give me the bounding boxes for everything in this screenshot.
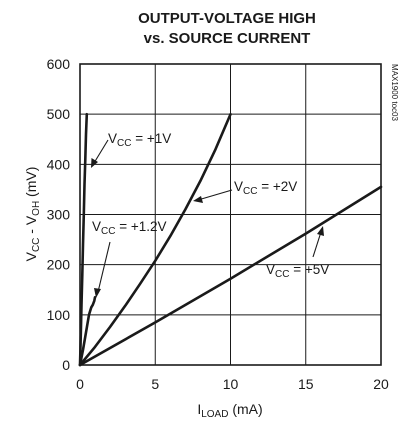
pointer-vcc-5v [312, 231, 322, 258]
y-axis-label: VCC - VOH (mV) [23, 167, 42, 262]
y-tick-label: 100 [47, 307, 71, 323]
y-tick-label: 500 [47, 106, 71, 122]
series-label-vcc-1p2v-v: V [92, 219, 101, 234]
arrowhead-vcc-2v [193, 196, 203, 203]
series-label-vcc-1p2v-value: = +1.2V [115, 219, 166, 234]
series-line-vcc-2v [78, 112, 232, 367]
series-line-vcc-1v [78, 112, 89, 367]
chart-subtitle: vs. SOURCE CURRENT [144, 30, 311, 47]
annotation-vcc-1v: VCC = +1V [91, 131, 171, 168]
annotation-vcc-1p2v: VCC = +1.2V [92, 219, 167, 298]
series-layer [78, 112, 383, 367]
y-tick-labels: 0 100 200 300 400 500 600 [47, 56, 71, 373]
series-label-vcc-2v-cc: CC [243, 186, 257, 197]
series-line-vcc-1p2v [78, 296, 97, 367]
x-axis-label-i: I [197, 401, 201, 417]
series-label-vcc-5v: VCC = +5V [266, 262, 329, 280]
y-tick-label: 600 [47, 56, 71, 72]
series-label-vcc-5v-value: = +5V [289, 262, 329, 277]
y-axis-label-v1: V [23, 251, 39, 261]
y-tick-label: 0 [62, 357, 70, 373]
series-label-vcc-2v-v: V [234, 179, 243, 194]
series-label-vcc-1p2v-cc: CC [101, 226, 115, 237]
series-label-vcc-1v-value: = +1V [131, 131, 171, 146]
series-label-vcc-5v-v: V [266, 262, 275, 277]
series-label-vcc-5v-cc: CC [275, 269, 289, 280]
annotation-vcc-2v: VCC = +2V [193, 179, 297, 203]
y-axis-label-mid: - V [23, 215, 39, 237]
x-axis-label-unit: (mA) [228, 401, 262, 417]
x-tick-label: 0 [76, 376, 84, 392]
plot-frame [79, 63, 382, 366]
y-axis-label-oh: OH [31, 201, 42, 216]
x-axis-label-load: LOAD [201, 409, 228, 420]
series-label-vcc-2v-value: = +2V [257, 179, 297, 194]
chart-title: OUTPUT-VOLTAGE HIGH [138, 10, 316, 27]
arrowhead-vcc-1v [91, 158, 98, 168]
y-axis-label-unit: (mV) [23, 167, 39, 201]
y-tick-label: 400 [47, 156, 71, 172]
pointer-vcc-1p2v [97, 241, 111, 293]
series-line-vcc-5v [78, 185, 383, 367]
series-label-vcc-1v-v: V [108, 131, 117, 146]
x-tick-labels: 0 5 10 15 20 [76, 376, 389, 392]
arrowhead-vcc-5v [317, 226, 324, 236]
series-label-vcc-1v-cc: CC [117, 138, 131, 149]
x-tick-label: 5 [151, 376, 159, 392]
x-axis-label: ILOAD (mA) [197, 401, 262, 420]
arrowhead-vcc-1p2v [94, 288, 101, 298]
annotation-vcc-5v: VCC = +5V [266, 226, 329, 280]
y-tick-label: 200 [47, 257, 71, 273]
x-tick-label: 10 [223, 376, 239, 392]
y-tick-label: 300 [47, 207, 71, 223]
pointer-vcc-2v [197, 189, 233, 201]
pointer-vcc-1v [93, 139, 109, 164]
x-tick-label: 20 [373, 376, 389, 392]
series-label-vcc-2v: VCC = +2V [234, 179, 297, 197]
figure-code-label: MAX1900 toc03 [390, 64, 399, 121]
y-axis-label-cc: CC [31, 238, 42, 252]
series-label-vcc-1v: VCC = +1V [108, 131, 171, 149]
series-label-vcc-1p2v: VCC = +1.2V [92, 219, 167, 237]
x-tick-label: 15 [298, 376, 314, 392]
